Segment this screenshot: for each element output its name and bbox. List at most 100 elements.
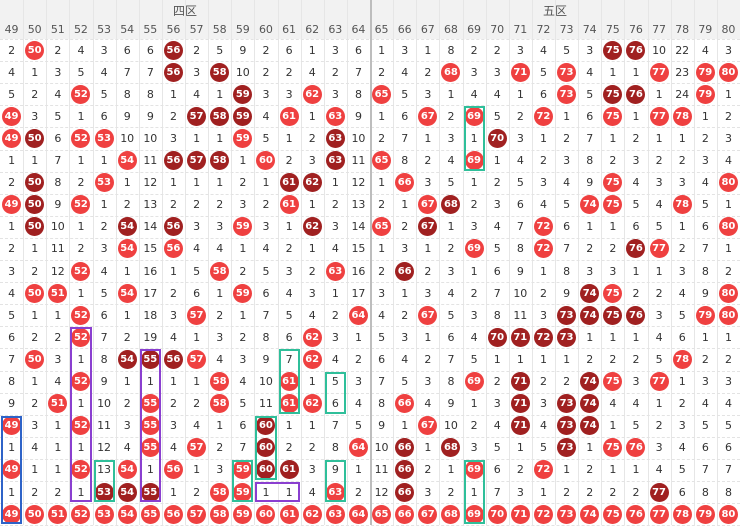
trend-cell: 53 xyxy=(93,172,116,194)
miss-count: 1 xyxy=(193,330,201,344)
miss-count: 2 xyxy=(31,264,39,278)
number-ball: 54 xyxy=(117,349,137,369)
grid-line-vertical xyxy=(508,0,510,525)
miss-count: 9 xyxy=(563,286,571,300)
trend-cell: 2 xyxy=(324,61,347,83)
trend-cell: 1 xyxy=(671,127,694,149)
miss-count: 6 xyxy=(724,441,732,455)
miss-count: 2 xyxy=(632,286,640,300)
number-ball: 61 xyxy=(279,173,299,193)
trend-cell: 16 xyxy=(347,260,370,282)
trend-cell: 4 xyxy=(162,326,185,348)
trend-cell: 66 xyxy=(393,459,416,481)
trend-cell: 3 xyxy=(46,348,69,370)
number-ball: 58 xyxy=(210,394,230,414)
number-ball: 52 xyxy=(71,261,91,281)
miss-count: 4 xyxy=(354,397,362,411)
trend-cell: 14 xyxy=(347,216,370,238)
trend-cell: 2 xyxy=(717,260,740,282)
miss-count: 1 xyxy=(539,131,547,145)
miss-count: 4 xyxy=(216,352,224,366)
trend-cell: 4 xyxy=(486,216,509,238)
miss-count: 4 xyxy=(193,87,201,101)
trend-cell: 1 xyxy=(624,326,647,348)
miss-count: 1 xyxy=(655,87,663,101)
miss-count: 3 xyxy=(123,419,131,433)
miss-count: 1 xyxy=(100,198,108,212)
footer-cell: 60 xyxy=(254,503,277,525)
miss-count: 1 xyxy=(169,87,177,101)
trend-cell: 10 xyxy=(46,216,69,238)
number-ball: 57 xyxy=(187,349,207,369)
trend-cell: 56 xyxy=(162,238,185,260)
miss-count: 1 xyxy=(285,485,293,499)
trend-cell: 66 xyxy=(393,260,416,282)
trend-cell: 56 xyxy=(162,39,185,61)
miss-count: 3 xyxy=(655,176,663,190)
miss-count: 1 xyxy=(169,485,177,499)
miss-count: 2 xyxy=(563,375,571,389)
number-ball: 54 xyxy=(117,504,137,524)
miss-count: 6 xyxy=(401,109,409,123)
miss-count: 3 xyxy=(169,308,177,322)
number-ball: 66 xyxy=(395,173,415,193)
miss-count: 1 xyxy=(655,131,663,145)
column-header: 74 xyxy=(578,20,602,39)
miss-count: 1 xyxy=(724,330,732,344)
miss-count: 3 xyxy=(586,43,594,57)
trend-cell: 4 xyxy=(46,371,69,393)
trend-cell: 4 xyxy=(463,83,486,105)
trend-cell: 1 xyxy=(555,459,578,481)
number-ball: 62 xyxy=(302,349,322,369)
trend-cell: 1 xyxy=(393,282,416,304)
miss-count: 5 xyxy=(563,43,571,57)
number-ball: 64 xyxy=(348,305,368,325)
footer-cell: 75 xyxy=(601,503,624,525)
trend-cell: 1 xyxy=(278,216,301,238)
miss-count: 2 xyxy=(424,264,432,278)
trend-cell: 5 xyxy=(671,304,694,326)
trend-cell: 1 xyxy=(463,260,486,282)
miss-count: 9 xyxy=(516,264,524,278)
miss-count: 1 xyxy=(470,485,478,499)
trend-cell: 67 xyxy=(416,304,439,326)
trend-cell: 75 xyxy=(601,371,624,393)
miss-count: 4 xyxy=(424,397,432,411)
trend-cell: 3 xyxy=(208,326,231,348)
miss-count: 4 xyxy=(331,352,339,366)
number-ball: 72 xyxy=(533,217,553,237)
grid-line-vertical xyxy=(254,0,256,525)
miss-count: 2 xyxy=(493,176,501,190)
trend-cell: 9 xyxy=(0,393,23,415)
trend-cell: 1 xyxy=(624,459,647,481)
miss-count: 2 xyxy=(678,242,686,256)
trend-cell: 7 xyxy=(116,61,139,83)
grid-line-vertical xyxy=(277,0,279,525)
trend-cell: 7 xyxy=(231,437,254,459)
miss-count: 1 xyxy=(724,242,732,256)
miss-count: 2 xyxy=(401,220,409,234)
trend-cell: 73 xyxy=(555,83,578,105)
number-ball: 54 xyxy=(117,217,137,237)
miss-count: 1 xyxy=(193,176,201,190)
trend-cell: 1 xyxy=(439,216,462,238)
number-ball: 69 xyxy=(464,106,484,126)
miss-count: 1 xyxy=(8,154,16,168)
trend-cell: 5 xyxy=(393,371,416,393)
trend-cell: 55 xyxy=(139,348,162,370)
miss-count: 5 xyxy=(539,441,547,455)
trend-cell: 1 xyxy=(601,127,624,149)
trend-cell: 2 xyxy=(463,415,486,437)
trend-cell: 4 xyxy=(717,150,740,172)
trend-cell: 1 xyxy=(648,393,671,415)
trend-cell: 8 xyxy=(0,371,23,393)
miss-count: 1 xyxy=(77,109,85,123)
trend-cell: 2 xyxy=(231,260,254,282)
number-ball: 71 xyxy=(510,372,530,392)
miss-count: 6 xyxy=(678,330,686,344)
trend-cell: 4 xyxy=(717,393,740,415)
number-ball: 57 xyxy=(187,504,207,524)
trend-cell: 9 xyxy=(439,393,462,415)
grid-line-vertical xyxy=(647,0,649,525)
miss-count: 9 xyxy=(100,375,108,389)
